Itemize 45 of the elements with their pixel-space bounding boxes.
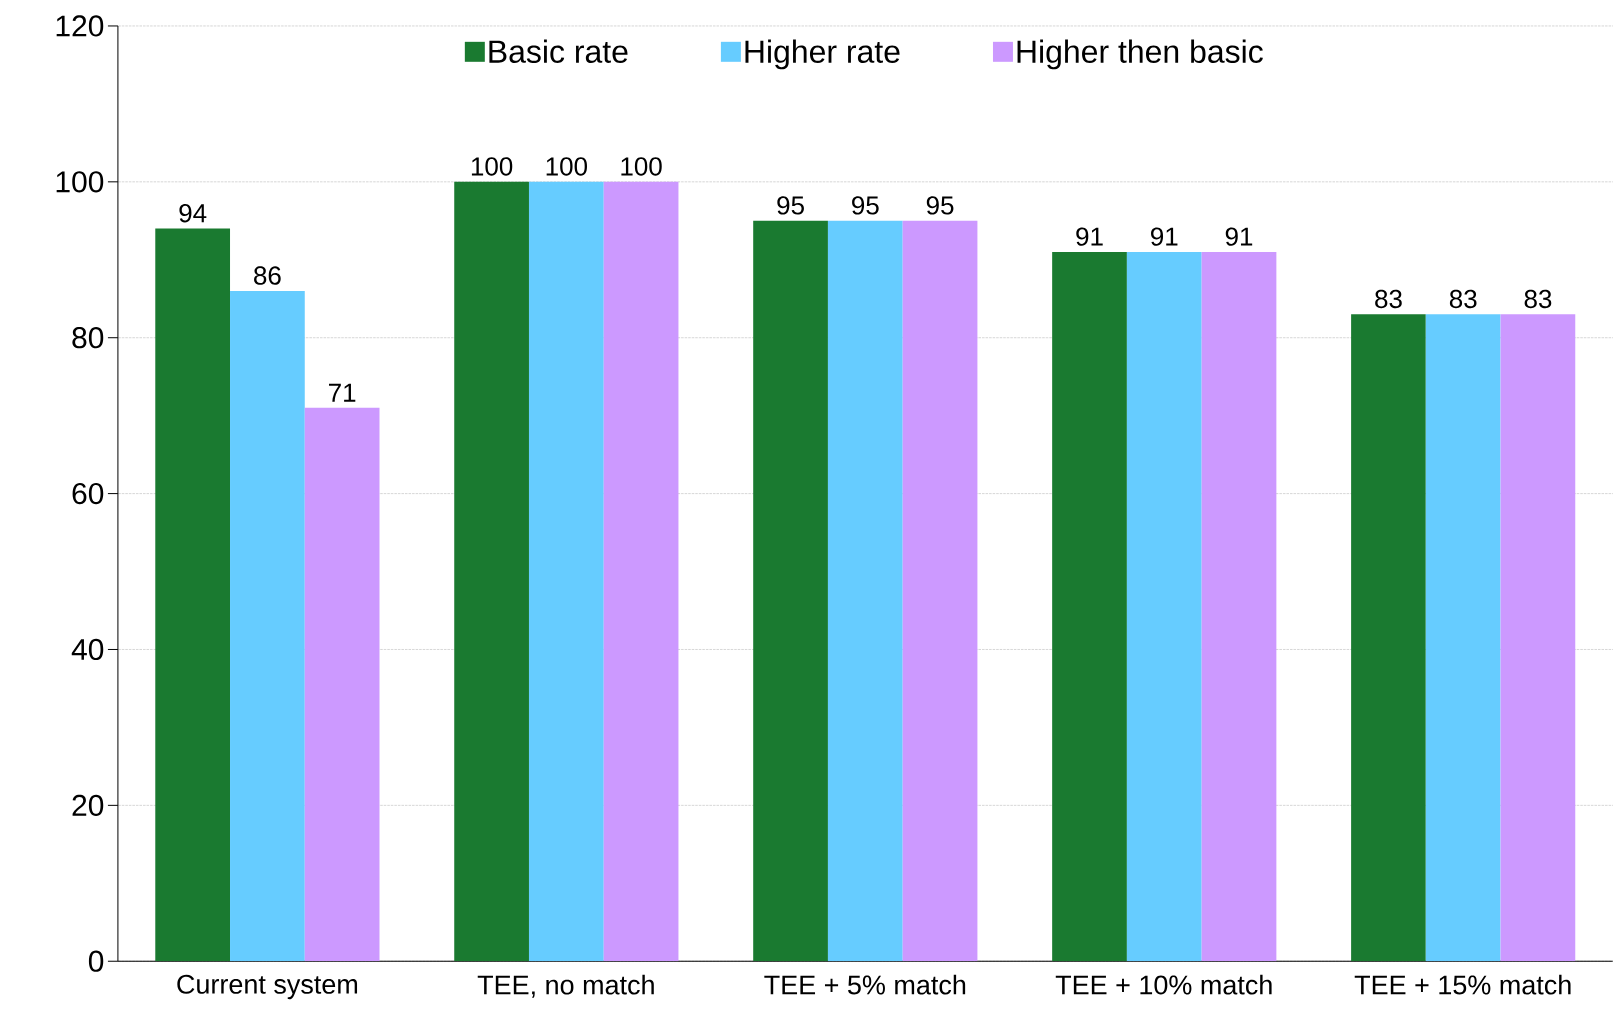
- bar: [902, 220, 978, 962]
- y-tick-label: 40: [71, 638, 104, 660]
- x-tick-label: Current system: [177, 974, 358, 1000]
- data-label: 91: [1225, 227, 1253, 246]
- data-label: 86: [254, 266, 281, 285]
- bar: [1126, 251, 1202, 962]
- bar: [827, 220, 903, 962]
- data-label: 83: [1375, 289, 1402, 309]
- x-tick-label: TEE + 10% match: [1055, 974, 1272, 995]
- bar: [155, 228, 231, 962]
- y-tick-label: 20: [72, 794, 104, 816]
- y-tick-label: 80: [72, 327, 104, 349]
- data-label: 91: [1076, 227, 1103, 246]
- x-tick-label: TEE, no match: [477, 974, 654, 998]
- data-label: 95: [777, 196, 804, 215]
- bar: [454, 181, 529, 962]
- bar: [1500, 314, 1576, 962]
- y-tick-label: 60: [72, 482, 104, 505]
- data-label: 95: [852, 196, 879, 215]
- legend-label: Higher then basic: [1017, 39, 1263, 70]
- bar: [1052, 251, 1127, 962]
- data-label: 94: [179, 203, 207, 223]
- y-tick-label: 120: [56, 15, 104, 37]
- bar: [528, 181, 604, 962]
- data-label: 71: [329, 383, 356, 402]
- data-label: 83: [1524, 289, 1552, 309]
- data-label: 100: [621, 157, 662, 176]
- legend-label: Higher rate: [745, 39, 900, 70]
- bar: [1425, 314, 1501, 962]
- data-label: 83: [1449, 289, 1477, 309]
- bar: [1201, 251, 1277, 962]
- x-tick-label: TEE + 5% match: [764, 974, 966, 995]
- data-label: 100: [471, 157, 513, 176]
- bar: [603, 181, 679, 962]
- bar: [304, 407, 380, 962]
- bar: [230, 290, 305, 962]
- y-tick-label: 0: [88, 950, 104, 972]
- legend-label: Basic rate: [489, 39, 628, 63]
- data-label: 95: [926, 196, 954, 215]
- bar: [753, 220, 828, 962]
- y-tick-label: 100: [56, 171, 104, 193]
- data-label: 100: [546, 157, 587, 176]
- x-tick-label: TEE + 15% match: [1354, 974, 1571, 995]
- bar: [1351, 314, 1426, 962]
- data-label: 91: [1151, 227, 1178, 246]
